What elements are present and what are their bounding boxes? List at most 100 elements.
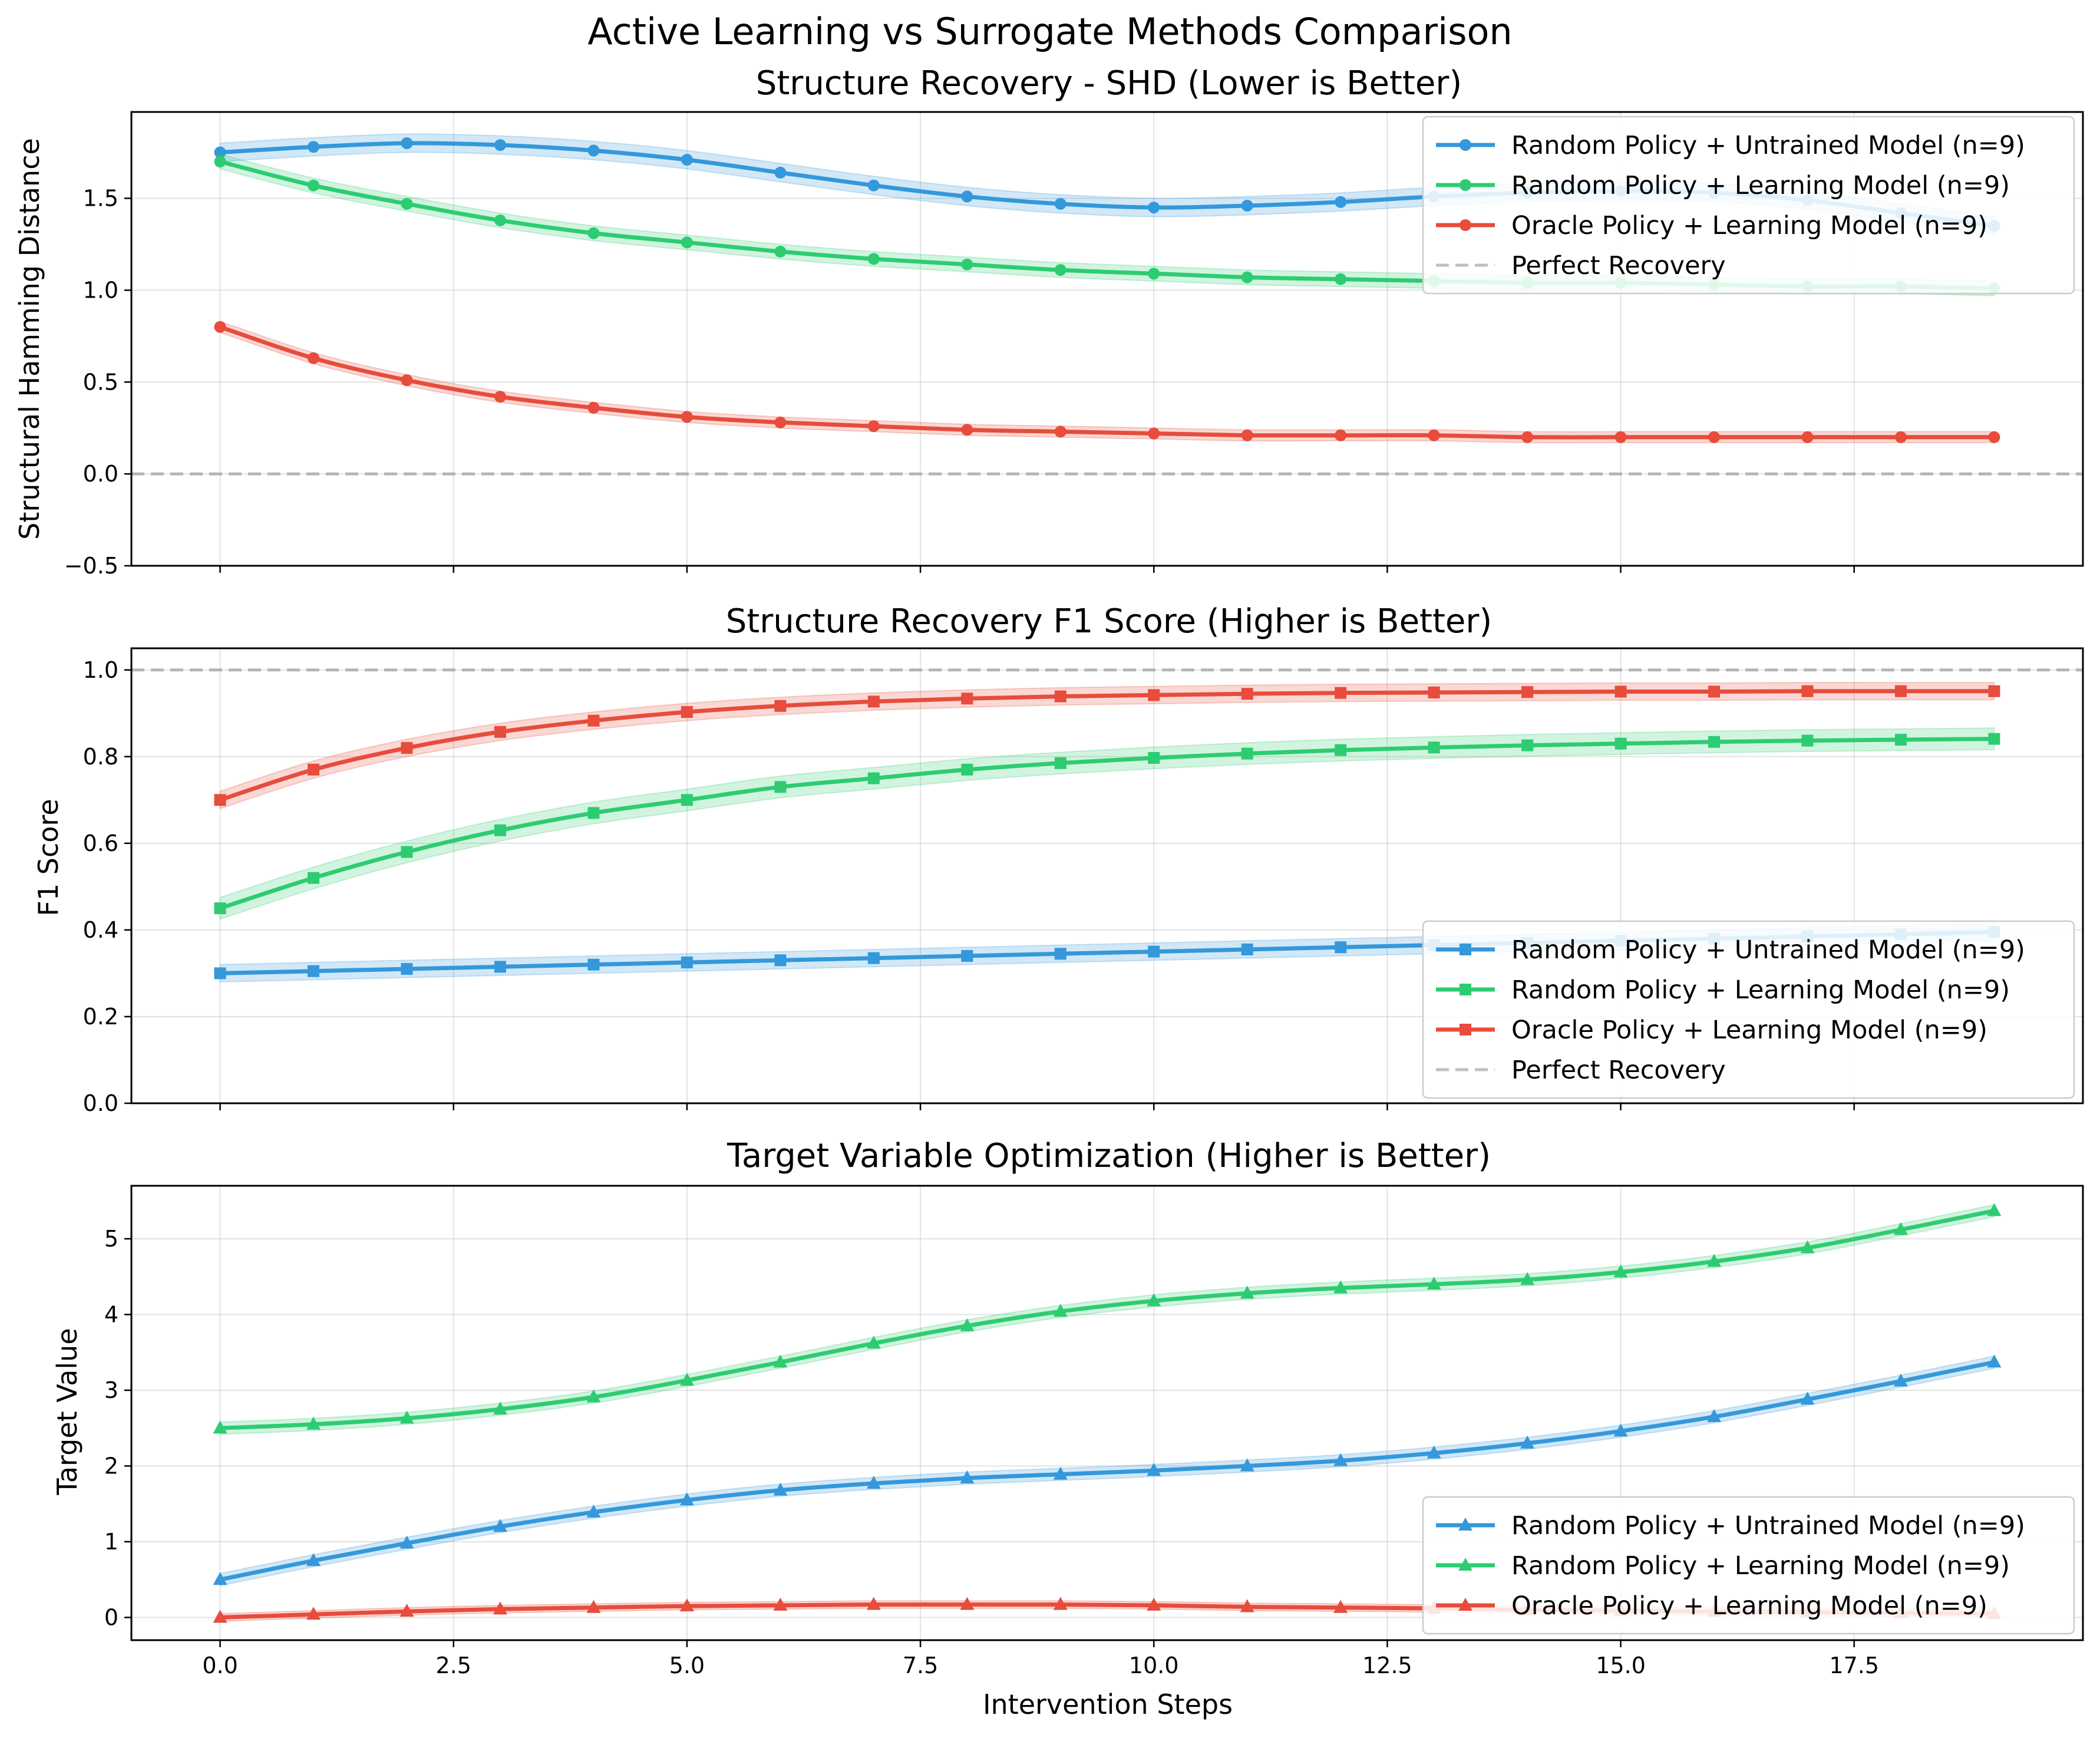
legend-entry: Random Policy + Learning Model (n=9)	[1436, 171, 2010, 200]
data-point	[867, 695, 880, 708]
y-axis-label: Structural Hamming Distance	[14, 138, 45, 540]
data-point	[1335, 273, 1347, 285]
data-point	[961, 424, 973, 436]
data-point	[1521, 431, 1534, 443]
data-point	[214, 967, 226, 980]
data-point	[1801, 685, 1814, 697]
data-point	[961, 950, 973, 962]
data-point	[308, 763, 320, 776]
data-point	[399, 1410, 414, 1424]
legend-marker	[1460, 1024, 1471, 1035]
x-tick-label: 7.5	[903, 1653, 938, 1678]
legend-label: Perfect Recovery	[1511, 1056, 1726, 1085]
data-point	[961, 190, 973, 203]
data-point	[306, 1416, 321, 1430]
data-point	[1054, 264, 1066, 276]
data-point	[493, 1401, 507, 1415]
legend-marker	[1460, 984, 1471, 995]
data-point	[306, 1607, 321, 1620]
legend-frame	[1422, 920, 2075, 1099]
data-point	[213, 1420, 227, 1434]
data-point	[494, 725, 506, 738]
data-point	[1521, 739, 1534, 751]
legend: Random Policy + Untrained Model (n=9) Ran…	[1422, 1496, 2075, 1635]
data-point	[399, 1535, 414, 1549]
legend-entry: Perfect Recovery	[1436, 1056, 1726, 1085]
data-point	[1241, 199, 1253, 212]
data-point	[1520, 1272, 1535, 1285]
data-point	[1894, 734, 1907, 746]
data-point	[867, 772, 880, 784]
data-point	[401, 137, 413, 149]
data-point	[1707, 1254, 1722, 1267]
data-point	[1800, 1240, 1815, 1254]
data-point	[961, 258, 973, 271]
data-point	[1333, 1280, 1348, 1294]
series-2	[213, 1203, 2002, 1435]
y-tick-label: 0	[104, 1604, 118, 1630]
data-point	[773, 1482, 788, 1496]
panel-title: Structure Recovery - SHD (Lower is Bette…	[756, 64, 1462, 103]
data-point	[774, 700, 787, 712]
y-tick-label: 1	[104, 1529, 118, 1555]
data-point	[866, 1597, 881, 1610]
data-point	[681, 411, 693, 423]
data-point	[774, 781, 787, 793]
legend: Random Policy + Untrained Model (n=9) Ran…	[1422, 920, 2075, 1099]
data-point	[679, 1373, 694, 1386]
data-point	[1148, 268, 1160, 280]
data-point	[1147, 1597, 1161, 1611]
data-point	[493, 1601, 507, 1615]
y-tick-label: 2	[104, 1453, 118, 1479]
x-tick-label: 10.0	[1129, 1653, 1179, 1678]
panel-title: Target Variable Optimization (Higher is …	[727, 1137, 1491, 1175]
legend-marker	[1458, 1518, 1472, 1531]
data-point	[1147, 1293, 1161, 1307]
data-point	[587, 807, 600, 819]
data-point	[1335, 744, 1347, 756]
series-1	[213, 1354, 2002, 1587]
data-point	[1241, 747, 1253, 760]
data-point	[1241, 271, 1253, 283]
legend-entry: Oracle Policy + Learning Model (n=9)	[1436, 1015, 1987, 1045]
data-point	[1428, 686, 1440, 698]
y-tick-label: 0.4	[83, 917, 118, 943]
data-point	[1148, 427, 1160, 440]
data-point	[586, 1600, 601, 1613]
legend-label: Random Policy + Learning Model (n=9)	[1511, 1551, 2010, 1581]
axes-frame	[130, 111, 2084, 567]
y-tick-label: 1.0	[83, 657, 118, 683]
data-point	[1333, 1453, 1348, 1466]
data-point	[213, 1610, 227, 1623]
data-point	[774, 245, 787, 258]
data-point	[1053, 1466, 1068, 1480]
y-tick-label: 4	[104, 1301, 118, 1327]
series-2	[214, 727, 2000, 920]
grid	[131, 1186, 2083, 1640]
data-point	[681, 706, 693, 718]
legend-marker	[1460, 139, 1471, 151]
legend-entry: Random Policy + Untrained Model (n=9)	[1436, 935, 2025, 965]
legend-entry: Random Policy + Untrained Model (n=9)	[1436, 131, 2025, 160]
data-point	[401, 374, 413, 387]
data-point	[1148, 945, 1160, 958]
y-tick-label: 0.6	[83, 830, 118, 856]
data-point	[1614, 685, 1627, 698]
data-point	[961, 763, 973, 776]
data-point	[1335, 687, 1347, 699]
data-point	[960, 1597, 975, 1610]
data-point	[1987, 1354, 2002, 1368]
legend-entry: Oracle Policy + Learning Model (n=9)	[1436, 211, 1987, 240]
data-point	[401, 963, 413, 975]
data-point	[587, 144, 600, 157]
data-point	[681, 154, 693, 166]
data-point	[867, 253, 880, 265]
legend-entry: Perfect Recovery	[1436, 251, 1726, 281]
data-point	[867, 420, 880, 433]
data-point	[1241, 688, 1253, 700]
legend-label: Oracle Policy + Learning Model (n=9)	[1511, 211, 1987, 240]
confidence-band	[219, 727, 1995, 920]
legend-marker	[1460, 219, 1471, 231]
data-point	[1987, 1203, 2002, 1216]
